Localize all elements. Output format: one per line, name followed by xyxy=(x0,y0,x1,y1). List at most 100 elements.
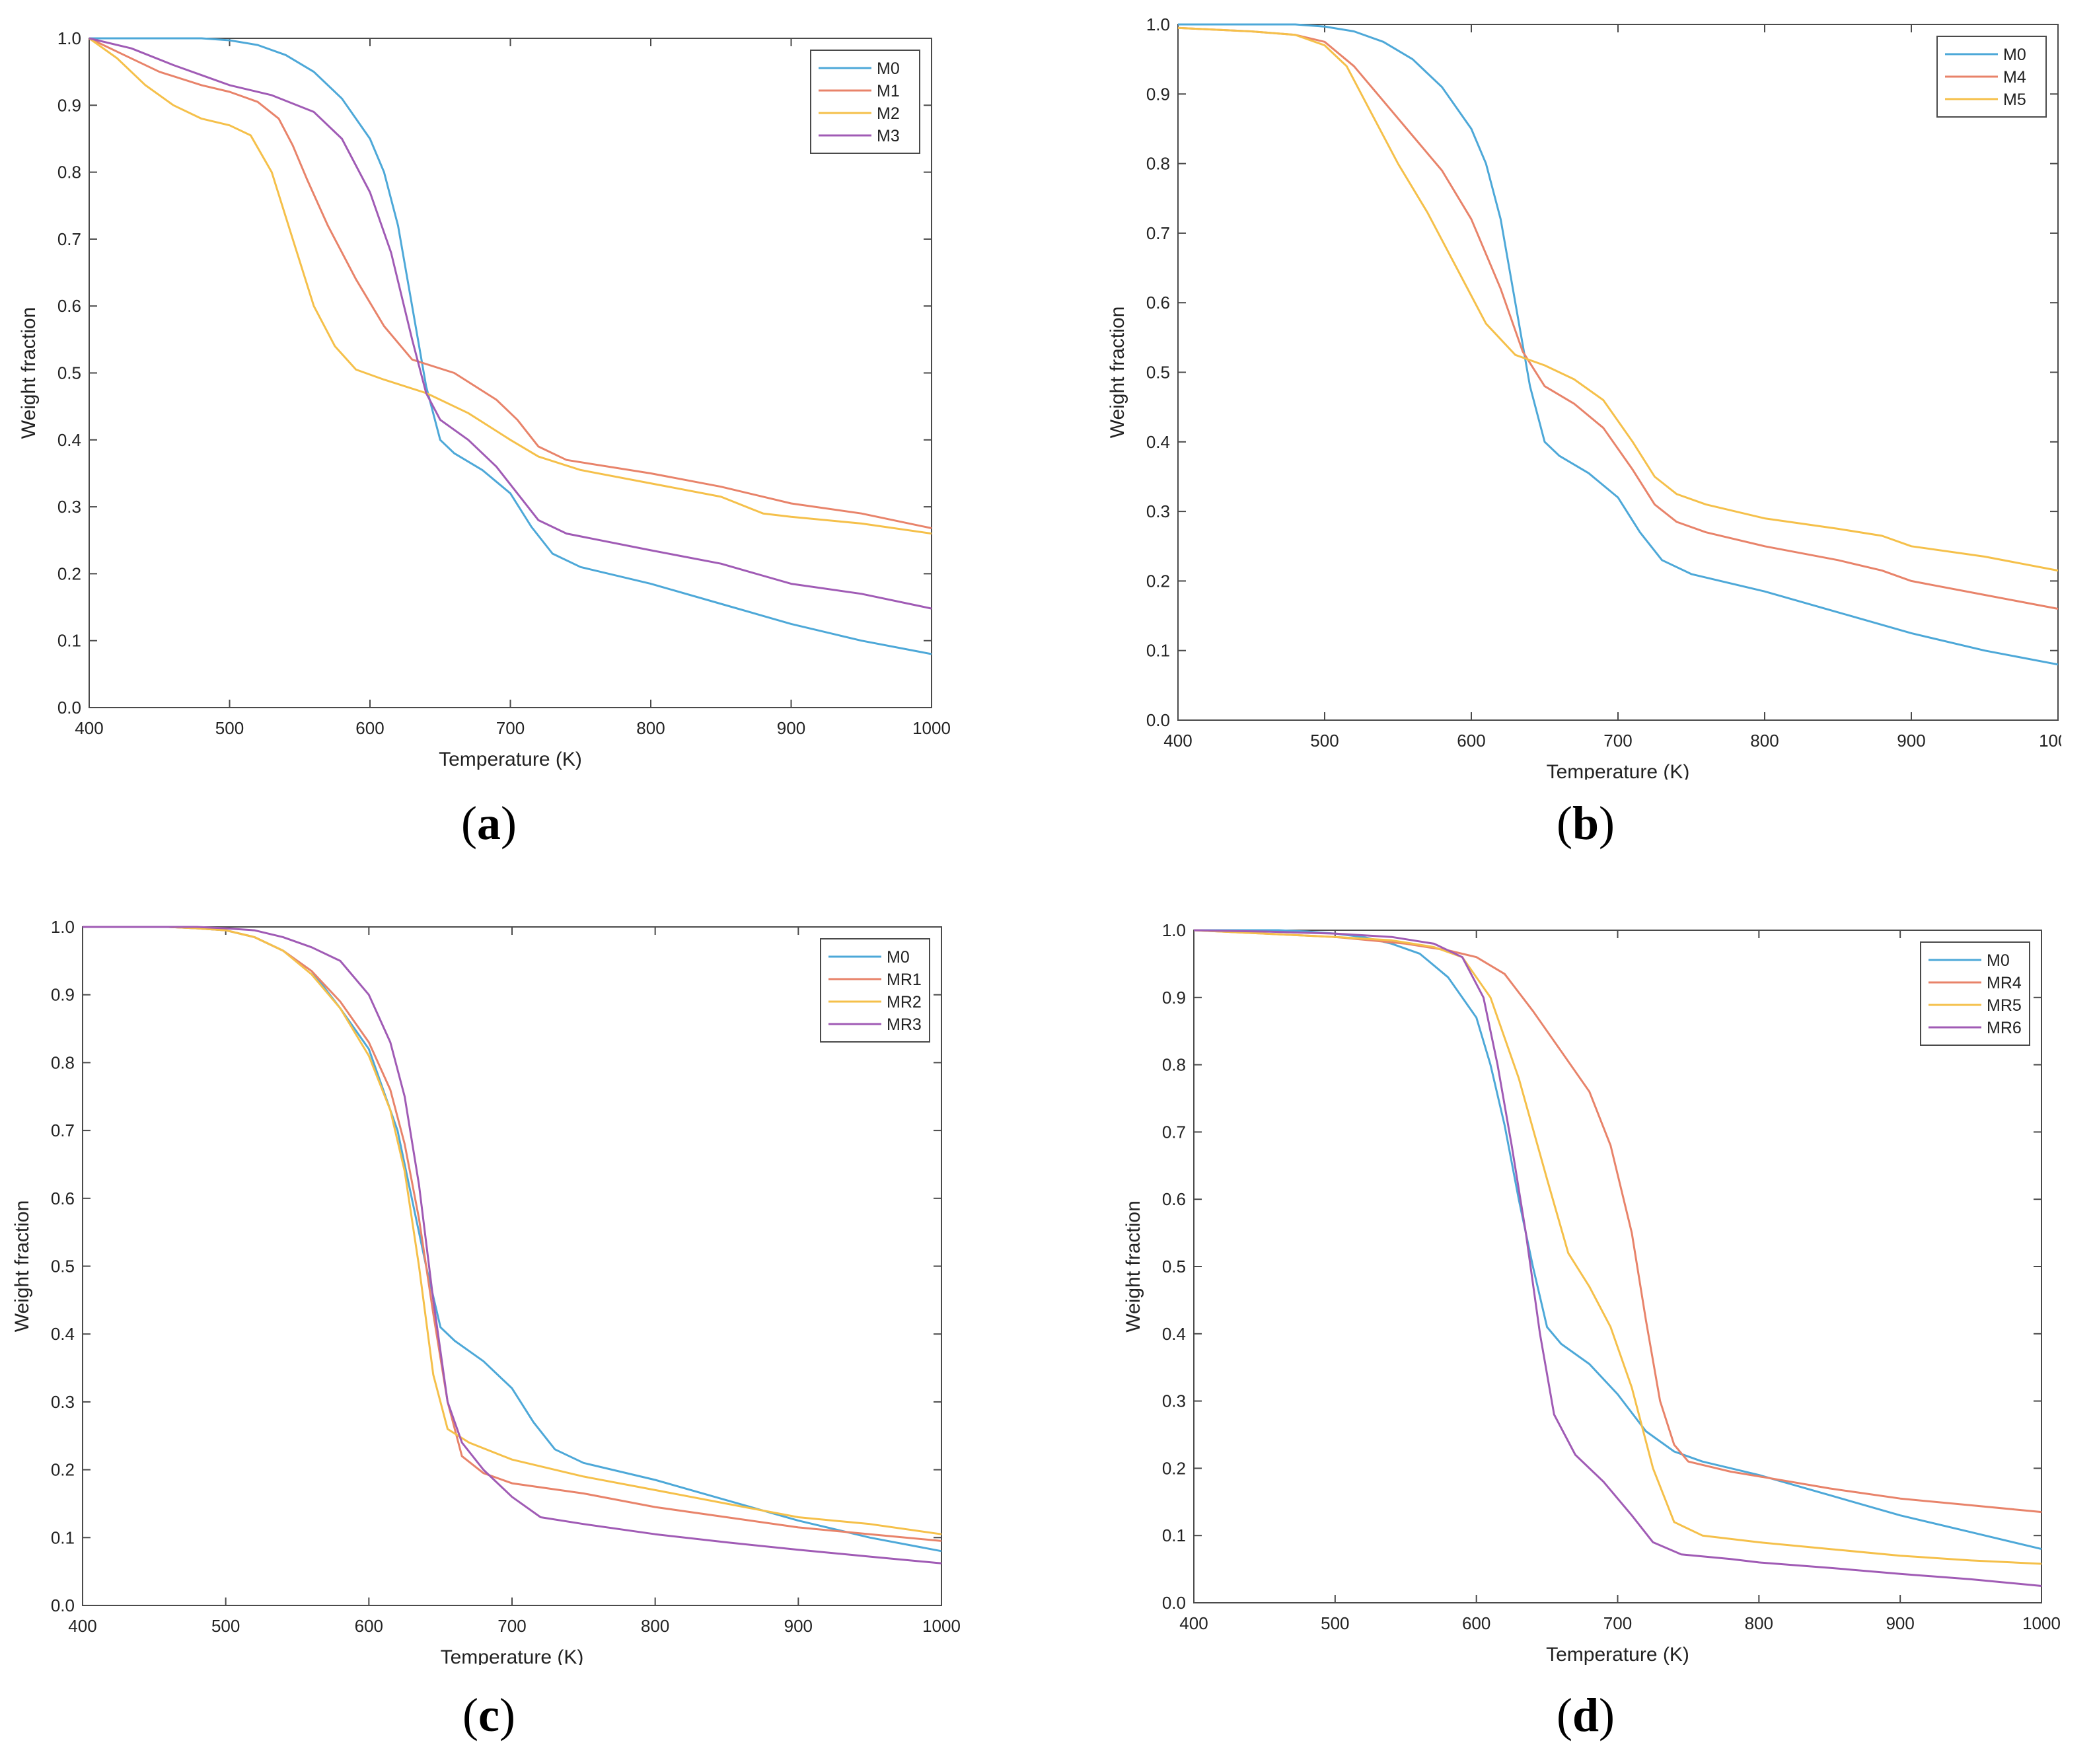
y-tick-label: 1.0 xyxy=(57,28,81,48)
y-tick-label: 0.1 xyxy=(1162,1525,1186,1545)
legend-label-mr6: MR6 xyxy=(1987,1019,2022,1037)
y-tick-label: 0.4 xyxy=(1162,1324,1186,1344)
x-tick-label: 800 xyxy=(1745,1613,1773,1633)
y-tick-label: 0.0 xyxy=(1146,710,1170,730)
y-tick-label: 0.6 xyxy=(1162,1189,1186,1209)
x-tick-label: 600 xyxy=(1462,1613,1490,1633)
legend-label-mr2: MR2 xyxy=(887,993,922,1011)
y-tick-label: 0.2 xyxy=(57,564,81,583)
x-tick-label: 1000 xyxy=(922,1616,961,1636)
chart-a: 0.0 0.1 0.2 0.3 0.4 0.5 0.6 0.7 0.8 0.9 1.0 400 500 6… xyxy=(18,28,951,770)
y-tick-label: 0.5 xyxy=(1146,363,1170,383)
x-tick-label: 800 xyxy=(636,718,665,738)
x-tick-label: 400 xyxy=(1179,1613,1208,1633)
x-tick-label: 600 xyxy=(355,1616,383,1636)
panel-label-a: (a) xyxy=(461,797,517,850)
series-line-m1 xyxy=(89,37,932,529)
plot-area xyxy=(89,38,932,708)
plot-area xyxy=(1177,24,2059,721)
series-line-mr4 xyxy=(1193,929,2042,1514)
legend-label-m3: M3 xyxy=(877,127,900,145)
series-line-m4 xyxy=(1177,26,2059,610)
chart-b: 0.0 0.1 0.2 0.3 0.4 0.5 0.6 0.7 0.8 0.9 1.0 400 500 6… xyxy=(1107,15,2061,780)
x-tick-label: 500 xyxy=(1310,731,1339,751)
series-line-m0 xyxy=(1178,23,2059,666)
y-tick-label: 0.3 xyxy=(51,1392,75,1412)
series-line-m3 xyxy=(89,37,932,610)
y-tick-label: 0.4 xyxy=(57,430,81,450)
panel-label-b: (b) xyxy=(1556,797,1615,850)
y-tick-label: 0.4 xyxy=(51,1324,75,1344)
x-tick-label: 400 xyxy=(68,1616,96,1636)
y-tick-label: 1.0 xyxy=(1162,920,1186,940)
legend xyxy=(810,50,920,154)
panel-label-d: (d) xyxy=(1556,1689,1615,1742)
y-tick-label: 0.7 xyxy=(1162,1122,1186,1142)
legend-label-m0: M0 xyxy=(877,59,900,78)
y-tick-label: 0.9 xyxy=(57,95,81,115)
y-tick-label: 0.8 xyxy=(1162,1055,1186,1075)
y-axis-title: Weight fraction xyxy=(18,307,40,439)
y-tick-label: 0.5 xyxy=(51,1257,75,1276)
legend-label-m0: M0 xyxy=(887,948,910,967)
x-tick-label: 600 xyxy=(1457,731,1485,751)
x-tick-label: 900 xyxy=(1886,1613,1914,1633)
chart-c: 0.0 0.1 0.2 0.3 0.4 0.5 0.6 0.7 0.8 0.9 1.0 400 500 6… xyxy=(13,917,961,1665)
series-line-mr2 xyxy=(83,926,942,1535)
x-tick-label: 700 xyxy=(1603,731,1632,751)
x-tick-label: 400 xyxy=(1163,731,1192,751)
y-tick-label: 0.1 xyxy=(1146,641,1170,661)
legend-label-m5: M5 xyxy=(2003,91,2026,109)
y-axis-title: Weight fraction xyxy=(1123,1200,1144,1333)
y-tick-label: 0.9 xyxy=(1162,988,1186,1008)
legend-label-mr5: MR5 xyxy=(1987,996,2022,1015)
y-tick-label: 0.5 xyxy=(1162,1257,1186,1276)
plot-area xyxy=(82,926,942,1606)
x-tick-label: 700 xyxy=(496,718,525,738)
y-tick-label: 0.0 xyxy=(57,698,81,717)
x-tick-label: 900 xyxy=(1897,731,1925,751)
y-tick-label: 0.4 xyxy=(1146,432,1170,452)
x-tick-label: 900 xyxy=(784,1616,813,1636)
x-axis-title: Temperature (K) xyxy=(1546,1644,1689,1665)
legend-label-mr3: MR3 xyxy=(887,1015,922,1034)
y-axis-title: Weight fraction xyxy=(1107,307,1128,439)
y-tick-label: 0.2 xyxy=(51,1460,75,1480)
legend-label-m4: M4 xyxy=(2003,68,2026,87)
y-tick-label: 0.7 xyxy=(51,1121,75,1140)
x-tick-label: 700 xyxy=(1603,1613,1632,1633)
x-tick-label: 800 xyxy=(1750,731,1779,751)
panel-d: 0.0 0.1 0.2 0.3 0.4 0.5 0.6 0.7 0.8 0.9 1.0 400 500 6… xyxy=(1123,905,2061,1665)
y-tick-label: 0.9 xyxy=(51,985,75,1005)
chart-d: 0.0 0.1 0.2 0.3 0.4 0.5 0.6 0.7 0.8 0.9 1.0 400 500 6… xyxy=(1123,920,2061,1665)
legend-label-m1: M1 xyxy=(877,82,900,100)
y-axis-title: Weight fraction xyxy=(13,1200,33,1333)
panel-label-c: (c) xyxy=(462,1689,515,1742)
y-tick-label: 1.0 xyxy=(51,917,75,937)
y-tick-label: 0.7 xyxy=(1146,223,1170,243)
x-tick-label: 500 xyxy=(1321,1613,1349,1633)
series-line-mr5 xyxy=(1193,929,2042,1565)
y-tick-label: 0.8 xyxy=(51,1052,75,1072)
x-tick-label: 600 xyxy=(355,718,384,738)
y-tick-label: 0.3 xyxy=(1162,1391,1186,1411)
series-line-m5 xyxy=(1177,26,2059,572)
x-tick-label: 1000 xyxy=(2039,731,2061,751)
legend-label-m0: M0 xyxy=(1987,951,2010,970)
y-tick-label: 0.6 xyxy=(51,1189,75,1208)
y-tick-label: 0.9 xyxy=(1146,84,1170,104)
panel-c: 0.0 0.1 0.2 0.3 0.4 0.5 0.6 0.7 0.8 0.9 1.0 400 500 6… xyxy=(13,905,965,1665)
x-tick-label: 800 xyxy=(641,1616,669,1636)
y-tick-label: 0.8 xyxy=(1146,154,1170,174)
y-tick-label: 0.2 xyxy=(1162,1458,1186,1478)
legend-label-m0: M0 xyxy=(2003,46,2026,64)
y-tick-label: 0.1 xyxy=(51,1527,75,1547)
y-tick-label: 0.6 xyxy=(1146,293,1170,312)
legend-label-m2: M2 xyxy=(877,104,900,123)
y-tick-label: 0.1 xyxy=(57,631,81,651)
y-tick-label: 0.2 xyxy=(1146,571,1170,591)
y-tick-label: 0.0 xyxy=(1162,1593,1186,1613)
series-line-m2 xyxy=(89,37,932,535)
x-tick-label: 1000 xyxy=(2022,1613,2061,1633)
series-line-mr3 xyxy=(83,926,942,1564)
